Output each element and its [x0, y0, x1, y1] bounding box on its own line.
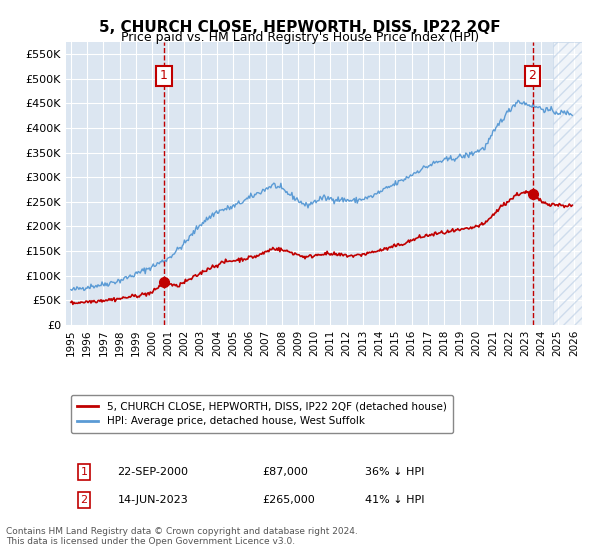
Text: 41% ↓ HPI: 41% ↓ HPI — [365, 495, 425, 505]
Text: 14-JUN-2023: 14-JUN-2023 — [118, 495, 188, 505]
Legend: 5, CHURCH CLOSE, HEPWORTH, DISS, IP22 2QF (detached house), HPI: Average price, : 5, CHURCH CLOSE, HEPWORTH, DISS, IP22 2Q… — [71, 395, 453, 433]
Text: 2: 2 — [529, 69, 536, 82]
Text: £265,000: £265,000 — [262, 495, 315, 505]
Text: 1: 1 — [80, 467, 88, 477]
Text: Contains HM Land Registry data © Crown copyright and database right 2024.
This d: Contains HM Land Registry data © Crown c… — [6, 526, 358, 546]
Text: 2: 2 — [80, 495, 88, 505]
Text: 5, CHURCH CLOSE, HEPWORTH, DISS, IP22 2QF: 5, CHURCH CLOSE, HEPWORTH, DISS, IP22 2Q… — [99, 20, 501, 35]
Text: £87,000: £87,000 — [262, 467, 308, 477]
Text: Price paid vs. HM Land Registry's House Price Index (HPI): Price paid vs. HM Land Registry's House … — [121, 31, 479, 44]
Text: 36% ↓ HPI: 36% ↓ HPI — [365, 467, 425, 477]
Text: 1: 1 — [160, 69, 168, 82]
Text: 22-SEP-2000: 22-SEP-2000 — [118, 467, 188, 477]
